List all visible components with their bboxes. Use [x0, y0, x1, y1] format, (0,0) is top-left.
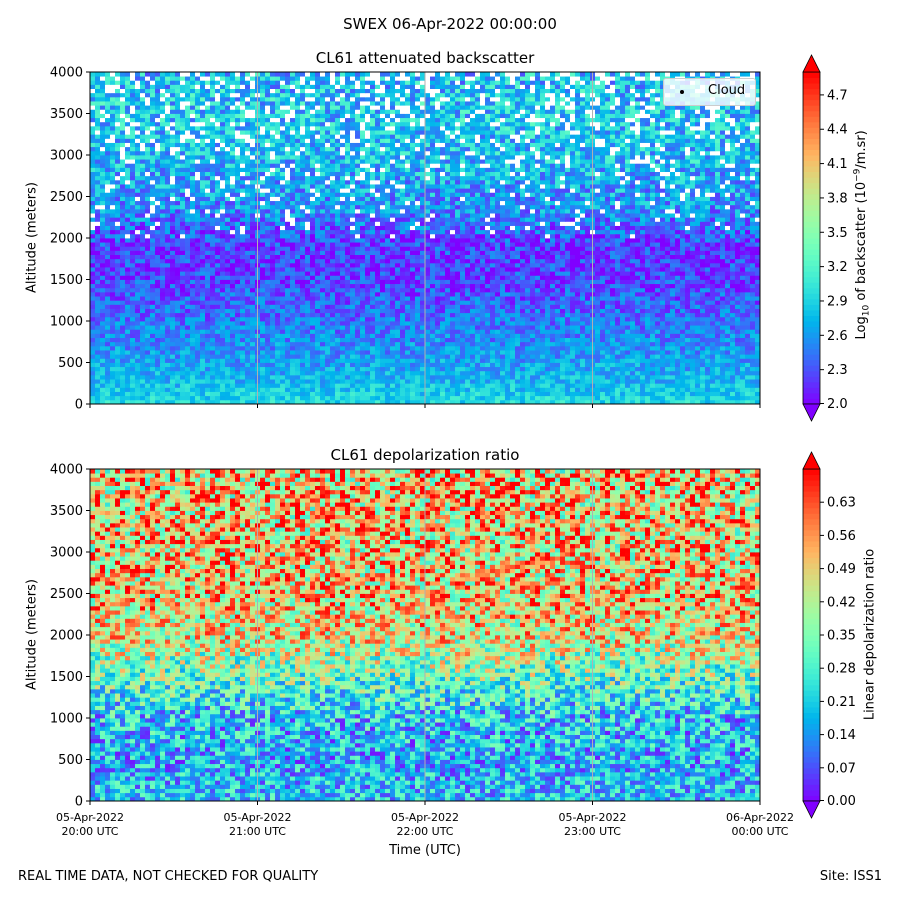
backscatter-colorbar-tick-label: 2.0 [827, 397, 848, 412]
depolarization-y-tick-label: 1500 [50, 670, 83, 685]
depolarization-colorbar-tick-label: 0.21 [827, 695, 856, 710]
depolarization-y-tick-label: 3000 [50, 546, 83, 561]
depolarization-colorbar-tick-label: 0.49 [827, 562, 856, 577]
backscatter-y-tick-label: 2000 [50, 232, 83, 247]
depolarization-colorbar-tick-label: 0.35 [827, 629, 856, 644]
depolarization-colorbar-tick-label: 0.14 [827, 728, 856, 743]
backscatter-y-tick-label: 2500 [50, 190, 83, 205]
depolarization-y-tick-label: 2500 [50, 587, 83, 602]
x-tick-label-time: 00:00 UTC [731, 825, 788, 838]
backscatter-y-tick-label: 1500 [50, 273, 83, 288]
depolarization-panel-title: CL61 depolarization ratio [90, 446, 760, 464]
depolarization-colorbar-tick-label: 0.00 [827, 794, 856, 809]
backscatter-colorbar-min-extend [803, 404, 820, 421]
cloud-legend: Cloud [663, 78, 756, 106]
depolarization-colorbar-tick-label: 0.63 [827, 496, 856, 511]
depolarization-y-tick-label: 4000 [50, 463, 83, 478]
backscatter-colorbar-tick-label: 2.3 [827, 363, 848, 378]
x-tick-label-time: 23:00 UTC [564, 825, 621, 838]
backscatter-y-tick-label: 4000 [50, 66, 83, 81]
backscatter-colorbar [803, 72, 820, 405]
depolarization-colorbar-tick-label: 0.42 [827, 595, 856, 610]
depolarization-y-tick-label: 3500 [50, 504, 83, 519]
cloud-legend-label: Cloud [708, 83, 745, 98]
backscatter-y-axis-label: Altitude (meters) [25, 168, 40, 308]
backscatter-colorbar-tick-label: 4.4 [827, 123, 848, 138]
cloud-legend-marker-icon [680, 90, 684, 94]
backscatter-y-tick-label: 500 [58, 356, 83, 371]
backscatter-colorbar-label: Log10 of backscatter (10−9/m.sr) [853, 139, 872, 339]
x-tick-label-date: 05-Apr-2022 [56, 811, 124, 824]
x-tick-label-time: 20:00 UTC [61, 825, 118, 838]
backscatter-colorbar-tick-label: 4.7 [827, 88, 848, 103]
backscatter-colorbar-tick-label: 3.2 [827, 260, 848, 275]
depolarization-colorbar [803, 469, 820, 802]
depolarization-colorbar-label: Linear depolarization ratio [863, 535, 878, 735]
backscatter-colorbar-max-extend [803, 55, 820, 72]
backscatter-y-tick-label: 3500 [50, 107, 83, 122]
x-tick-label-date: 05-Apr-2022 [223, 811, 291, 824]
backscatter-colorbar-tick-label: 4.1 [827, 157, 848, 172]
backscatter-y-tick-label: 3000 [50, 149, 83, 164]
depolarization-y-tick-label: 500 [58, 753, 83, 768]
x-tick-label-date: 05-Apr-2022 [558, 811, 626, 824]
backscatter-y-tick-label: 0 [75, 398, 83, 413]
depolarization-y-tick-label: 0 [75, 795, 83, 810]
depolarization-y-axis-label: Altitude (meters) [25, 565, 40, 705]
depolarization-colorbar-min-extend [803, 801, 820, 818]
depolarization-colorbar-max-extend [803, 452, 820, 469]
backscatter-colorbar-tick-label: 3.5 [827, 226, 848, 241]
backscatter-colorbar-tick-label: 2.9 [827, 294, 848, 309]
backscatter-colorbar-tick-label: 2.6 [827, 329, 848, 344]
backscatter-y-tick-label: 1000 [50, 315, 83, 330]
depolarization-colorbar-tick-label: 0.28 [827, 662, 856, 677]
depolarization-colorbar-tick-label: 0.56 [827, 529, 856, 544]
depolarization-colorbar-tick-label: 0.07 [827, 761, 856, 776]
depolarization-y-tick-label: 1000 [50, 712, 83, 727]
x-tick-label-date: 05-Apr-2022 [391, 811, 459, 824]
x-tick-label-time: 21:00 UTC [229, 825, 286, 838]
x-axis-label: Time (UTC) [90, 843, 760, 858]
quality-disclaimer: REAL TIME DATA, NOT CHECKED FOR QUALITY [18, 869, 318, 884]
site-label: Site: ISS1 [820, 869, 882, 884]
x-tick-label-date: 06-Apr-2022 [726, 811, 794, 824]
x-tick-label-time: 22:00 UTC [396, 825, 453, 838]
depolarization-y-tick-label: 2000 [50, 629, 83, 644]
backscatter-colorbar-tick-label: 3.8 [827, 191, 848, 206]
